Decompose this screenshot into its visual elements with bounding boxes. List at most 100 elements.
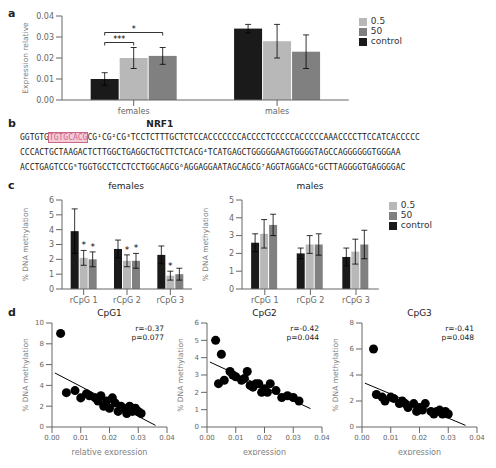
svg-text:0.00: 0.00 bbox=[199, 434, 215, 442]
svg-text:0: 0 bbox=[229, 285, 234, 294]
svg-text:0.02: 0.02 bbox=[257, 434, 273, 442]
svg-text:% DNA methylation: % DNA methylation bbox=[331, 338, 340, 412]
svg-text:0.01: 0.01 bbox=[383, 434, 399, 442]
svg-text:0: 0 bbox=[40, 423, 44, 431]
svg-text:0.04: 0.04 bbox=[314, 434, 330, 442]
svg-text:2: 2 bbox=[195, 389, 199, 397]
svg-text:8: 8 bbox=[350, 319, 354, 327]
html-text:50: 50 bbox=[370, 26, 383, 36]
html-text:a: a bbox=[8, 7, 16, 20]
svg-text:0.02: 0.02 bbox=[102, 434, 118, 442]
svg-text:0.03: 0.03 bbox=[130, 434, 146, 442]
svg-text:0.04: 0.04 bbox=[159, 434, 175, 442]
html-text:females: females bbox=[108, 181, 144, 191]
svg-text:1: 1 bbox=[229, 267, 234, 276]
svg-text:% DNA methylation: % DNA methylation bbox=[176, 338, 185, 412]
svg-text:relative expression: relative expression bbox=[72, 448, 148, 455]
svg-text:0.04: 0.04 bbox=[469, 434, 485, 442]
svg-text:3: 3 bbox=[229, 231, 234, 240]
svg-text:0: 0 bbox=[49, 285, 54, 294]
html-text:control: control bbox=[400, 220, 432, 230]
html-text:males: males bbox=[296, 181, 324, 191]
html-text:b: b bbox=[8, 117, 16, 130]
svg-text:6: 6 bbox=[49, 196, 54, 205]
svg-text:*: * bbox=[90, 242, 95, 252]
html-text:CpG3: CpG3 bbox=[407, 308, 432, 318]
svg-text:10: 10 bbox=[35, 319, 44, 327]
svg-text:rCpG 2: rCpG 2 bbox=[113, 296, 141, 305]
svg-text:0.03: 0.03 bbox=[285, 434, 301, 442]
svg-text:6: 6 bbox=[350, 345, 355, 353]
svg-text:6: 6 bbox=[195, 319, 200, 327]
svg-text:***: *** bbox=[113, 35, 125, 44]
svg-text:2: 2 bbox=[229, 249, 234, 258]
svg-text:rCpG 1: rCpG 1 bbox=[70, 296, 98, 305]
svg-text:males: males bbox=[265, 107, 289, 116]
svg-text:expression: expression bbox=[398, 448, 441, 455]
svg-text:% DNA methylation: % DNA methylation bbox=[21, 338, 30, 412]
html-text:control: control bbox=[370, 36, 402, 46]
html-text:50: 50 bbox=[400, 210, 413, 220]
html-text:CpG1: CpG1 bbox=[97, 308, 122, 318]
svg-text:0: 0 bbox=[195, 423, 199, 431]
svg-text:0.04: 0.04 bbox=[36, 12, 54, 21]
html-text:r=-0.41: r=-0.41 bbox=[445, 324, 474, 333]
html-text:r=-0.37: r=-0.37 bbox=[135, 324, 164, 333]
svg-text:0.01: 0.01 bbox=[73, 434, 89, 442]
html-text:ACCTGAGTCCG⁵TGGTGCCTCCTCCTGGCA: ACCTGAGTCCG⁵TGGTGCCTCCTCCTGGCAGCG⁶AGGAGG… bbox=[20, 163, 406, 172]
svg-text:*: * bbox=[132, 25, 136, 34]
svg-text:% DNA methylation: % DNA methylation bbox=[21, 208, 30, 282]
html-text:GGTGTG TGTGCACG CG¹CG²CG³TCCTC: GGTGTG TGTGCACG CG¹CG²CG³TCCTCTTTGCTCTCC… bbox=[20, 133, 420, 142]
svg-text:5: 5 bbox=[229, 196, 234, 205]
html-text:c: c bbox=[8, 179, 15, 192]
svg-text:0: 0 bbox=[350, 423, 354, 431]
svg-text:0.02: 0.02 bbox=[36, 54, 54, 63]
html-text:d: d bbox=[8, 306, 16, 319]
svg-text:2: 2 bbox=[49, 255, 54, 264]
svg-text:1: 1 bbox=[49, 270, 54, 279]
html-text:CCCACTGCTAAGACTCTTGGCTGAGGCTGC: CCCACTGCTAAGACTCTTGGCTGAGGCTGCTTCTCACG⁴T… bbox=[20, 148, 401, 157]
svg-text:0.01: 0.01 bbox=[36, 75, 54, 84]
svg-text:rCpG 3: rCpG 3 bbox=[342, 296, 370, 305]
svg-text:2: 2 bbox=[40, 403, 44, 411]
html-text:CpG2: CpG2 bbox=[252, 308, 277, 318]
svg-text:4: 4 bbox=[49, 226, 54, 235]
svg-text:rCpG 3: rCpG 3 bbox=[156, 296, 184, 305]
svg-text:2: 2 bbox=[350, 397, 354, 405]
svg-text:*: * bbox=[168, 261, 173, 271]
svg-text:4: 4 bbox=[229, 214, 234, 223]
svg-text:*: * bbox=[134, 243, 139, 253]
svg-text:3: 3 bbox=[195, 371, 199, 379]
svg-text:4: 4 bbox=[195, 354, 200, 362]
html-text:p=0.044: p=0.044 bbox=[286, 333, 319, 342]
svg-text:5: 5 bbox=[195, 337, 199, 345]
svg-text:1: 1 bbox=[195, 406, 199, 414]
svg-text:4: 4 bbox=[40, 382, 45, 390]
html-text:p=0.048: p=0.048 bbox=[441, 333, 474, 342]
svg-text:% DNA methylation: % DNA methylation bbox=[201, 208, 210, 282]
svg-text:Expression relative: Expression relative bbox=[21, 22, 30, 94]
svg-text:0.00: 0.00 bbox=[36, 96, 54, 105]
html-text:p=0.077: p=0.077 bbox=[131, 333, 164, 342]
svg-text:6: 6 bbox=[40, 361, 45, 369]
svg-text:0.02: 0.02 bbox=[412, 434, 428, 442]
svg-text:rCpG 2: rCpG 2 bbox=[297, 296, 325, 305]
svg-text:0.03: 0.03 bbox=[36, 33, 54, 42]
svg-text:0.00: 0.00 bbox=[354, 434, 370, 442]
svg-text:females: females bbox=[118, 107, 150, 116]
html-text:r=-0.42: r=-0.42 bbox=[290, 324, 319, 333]
svg-text:8: 8 bbox=[40, 340, 44, 348]
html-text:0.5: 0.5 bbox=[370, 16, 386, 26]
svg-text:3: 3 bbox=[49, 240, 54, 249]
svg-text:4: 4 bbox=[350, 371, 355, 379]
svg-text:*: * bbox=[125, 245, 130, 255]
svg-text:0.03: 0.03 bbox=[440, 434, 456, 442]
svg-text:0.01: 0.01 bbox=[228, 434, 244, 442]
html-text:NRF1: NRF1 bbox=[146, 119, 174, 129]
svg-text:rCpG 1: rCpG 1 bbox=[251, 296, 279, 305]
svg-text:*: * bbox=[81, 240, 86, 250]
html-text:0.5: 0.5 bbox=[400, 200, 416, 210]
svg-text:5: 5 bbox=[49, 211, 54, 220]
svg-text:expression: expression bbox=[243, 448, 286, 455]
svg-text:0.00: 0.00 bbox=[44, 434, 60, 442]
